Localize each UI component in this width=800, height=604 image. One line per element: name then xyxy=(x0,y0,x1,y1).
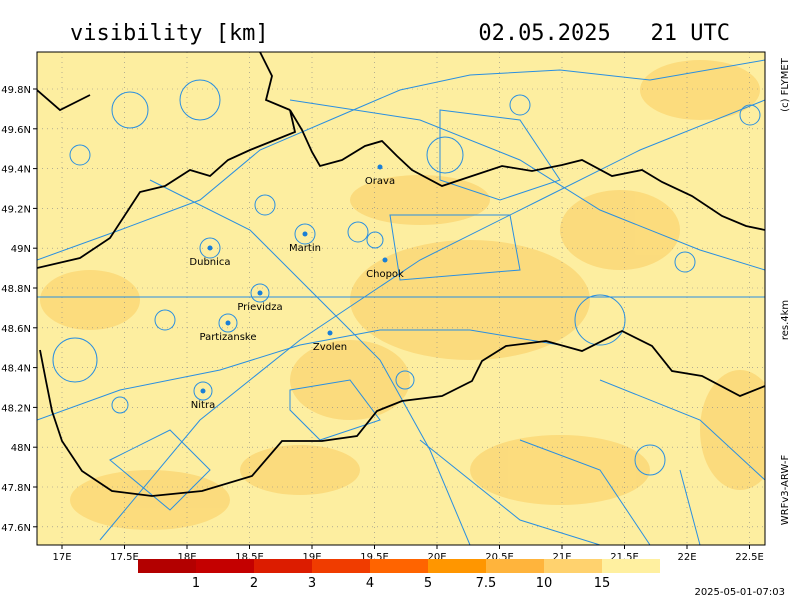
legend-swatch xyxy=(486,559,544,573)
copyright: (c) FLYMET xyxy=(780,57,791,112)
legend-label: 10 xyxy=(536,576,553,591)
city-label: Dubnica xyxy=(189,257,230,268)
legend-swatch xyxy=(370,559,428,573)
timestamp: 02.05.2025 21 UTC xyxy=(478,21,730,46)
lon-label: 22E xyxy=(677,552,696,563)
lat-label: 49.6N xyxy=(1,125,31,136)
legend-swatch xyxy=(196,559,254,573)
legend-swatch xyxy=(602,559,660,573)
lat-label: 47.6N xyxy=(1,523,31,534)
title: visibility [km] xyxy=(70,21,269,46)
lon-label: 22.5E xyxy=(735,552,764,563)
lat-label: 48.2N xyxy=(1,403,31,414)
legend-label: 3 xyxy=(308,576,316,591)
lat-label: 49.4N xyxy=(1,165,31,176)
resolution: res.4km xyxy=(780,300,791,340)
legend-label: 2 xyxy=(250,576,258,591)
generated-time: 2025-05-01-07:03 xyxy=(694,587,785,598)
city-label: Prievidza xyxy=(237,302,282,313)
city-label: Orava xyxy=(365,176,395,187)
legend-label: 4 xyxy=(366,576,374,591)
legend-label: 5 xyxy=(424,576,432,591)
legend-swatch xyxy=(428,559,486,573)
legend-swatch xyxy=(138,559,196,573)
map-field xyxy=(37,52,765,545)
lat-label: 49N xyxy=(11,244,31,255)
city-label: Partizanske xyxy=(199,332,256,343)
city-dot xyxy=(302,231,308,237)
lon-label: 19E xyxy=(302,552,321,563)
city-dot xyxy=(225,320,231,326)
model: WRFv3-ARW-F xyxy=(780,455,791,526)
lon-label: 21E xyxy=(552,552,571,563)
city-dot xyxy=(327,330,333,336)
lat-label: 49.2N xyxy=(1,204,31,215)
lat-label: 47.8N xyxy=(1,483,31,494)
legend-label: 15 xyxy=(594,576,611,591)
city-label: Zvolen xyxy=(313,342,347,353)
city-dot xyxy=(382,257,388,263)
legend-label: 7.5 xyxy=(476,576,497,591)
legend-swatch xyxy=(544,559,602,573)
lon-label: 18.5E xyxy=(235,552,264,563)
city-dot xyxy=(257,290,263,296)
city-dot xyxy=(377,164,383,170)
lon-label: 21.5E xyxy=(610,552,639,563)
city-label: Martin xyxy=(289,243,321,254)
lat-label: 48.8N xyxy=(1,284,31,295)
city-label: Nitra xyxy=(191,400,215,411)
lon-label: 20E xyxy=(427,552,446,563)
lon-label: 19.5E xyxy=(360,552,389,563)
city-dot xyxy=(207,245,213,251)
lat-label: 48.6N xyxy=(1,324,31,335)
lon-label: 17.5E xyxy=(110,552,139,563)
city-dot xyxy=(200,388,206,394)
legend-label: 1 xyxy=(192,576,200,591)
lat-label: 48N xyxy=(11,443,31,454)
legend-swatch xyxy=(254,559,312,573)
lon-label: 18E xyxy=(177,552,196,563)
lon-label: 17E xyxy=(52,552,71,563)
lon-label: 20.5E xyxy=(485,552,514,563)
lat-label: 49.8N xyxy=(1,85,31,96)
city-label: Chopok xyxy=(366,269,404,280)
legend-swatch xyxy=(312,559,370,573)
lat-label: 48.4N xyxy=(1,364,31,375)
